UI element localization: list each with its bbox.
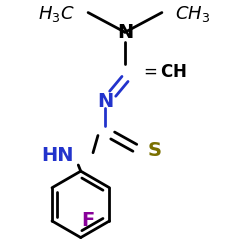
- Text: F: F: [82, 212, 95, 231]
- Text: HN: HN: [41, 146, 73, 165]
- Text: $H_3C$: $H_3C$: [38, 4, 74, 24]
- Text: S: S: [147, 141, 161, 160]
- Text: $CH_3$: $CH_3$: [176, 4, 210, 24]
- Text: N: N: [97, 92, 114, 110]
- Text: N: N: [117, 23, 133, 42]
- Text: $=$CH: $=$CH: [140, 62, 187, 80]
